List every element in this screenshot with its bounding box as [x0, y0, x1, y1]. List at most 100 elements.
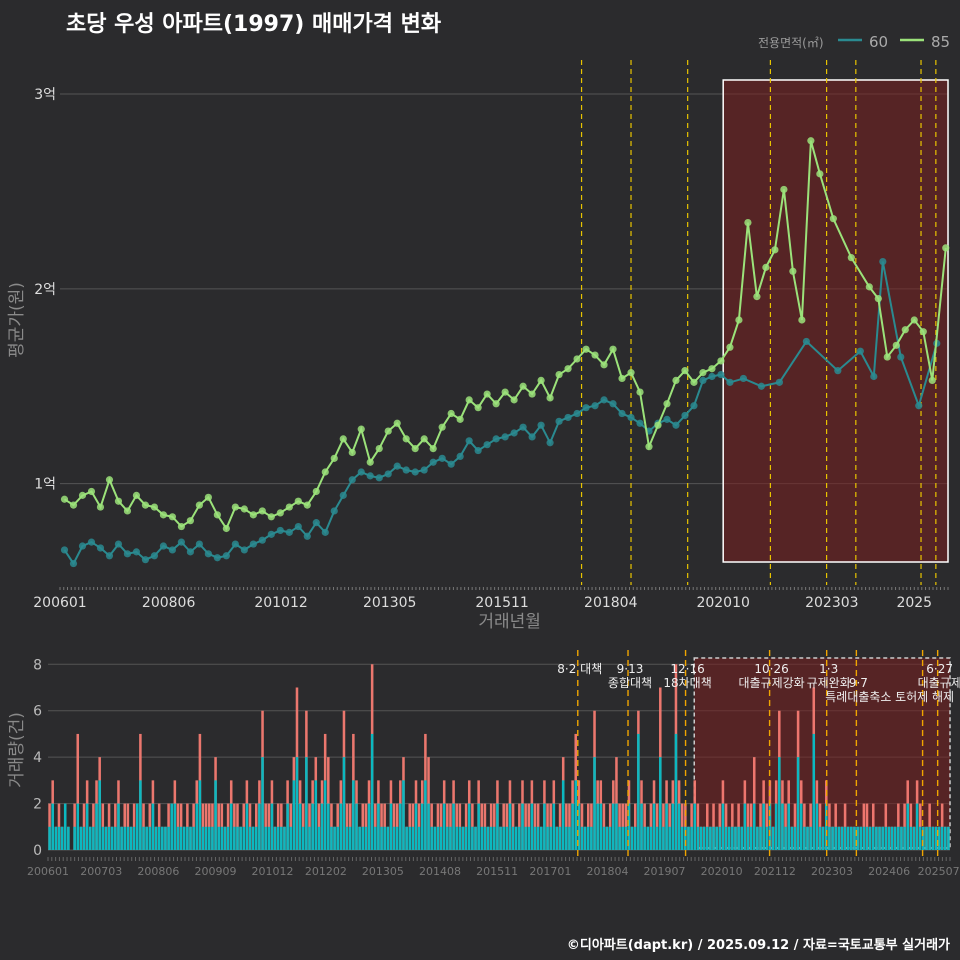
- bar-x-tick-label: 202507: [918, 865, 960, 878]
- data-point-60: [915, 402, 923, 410]
- bar-85: [643, 826, 646, 850]
- bar-85: [342, 757, 346, 850]
- bar-85: [687, 826, 690, 850]
- bar-85: [298, 803, 302, 850]
- bar-85: [599, 803, 603, 850]
- x-tick-label: 200601: [33, 595, 86, 611]
- bar-85: [452, 803, 455, 850]
- data-point-60: [483, 441, 491, 449]
- bar-85: [195, 803, 199, 850]
- bar-85: [762, 803, 765, 850]
- bar-85: [164, 826, 167, 850]
- data-point-85: [366, 458, 374, 466]
- bar-85: [411, 826, 415, 850]
- x-tick-label: 201305: [363, 595, 416, 611]
- data-point-60: [739, 374, 748, 383]
- data-point-60: [618, 409, 626, 418]
- policy-label: 9·7: [849, 676, 868, 690]
- bar-85: [79, 826, 83, 850]
- bar-85: [236, 826, 239, 850]
- data-point-60: [447, 460, 455, 468]
- bar-85: [182, 826, 186, 850]
- data-point-60: [312, 519, 320, 527]
- data-point-85: [816, 170, 824, 178]
- data-point-60: [681, 411, 689, 420]
- bar-85: [583, 826, 587, 850]
- bar-85: [893, 826, 897, 850]
- data-point-85: [591, 351, 599, 359]
- data-point-60: [276, 526, 284, 535]
- bar-85: [872, 826, 875, 850]
- data-point-85: [303, 501, 311, 509]
- data-point-60: [870, 372, 878, 381]
- bar-85: [223, 826, 227, 850]
- bar-85: [179, 826, 183, 850]
- bar-85: [364, 826, 368, 850]
- bar-y-tick-label: 6: [33, 704, 42, 720]
- bar-85: [818, 826, 822, 850]
- bar-85: [571, 803, 574, 850]
- data-point-85: [87, 487, 96, 496]
- bar-x-tick-label: 202010: [701, 865, 743, 878]
- bar-85: [436, 826, 440, 850]
- data-point-60: [582, 404, 590, 412]
- bar-85: [142, 826, 145, 850]
- data-point-85: [411, 445, 419, 453]
- data-point-60: [456, 452, 464, 460]
- bar-85: [853, 826, 856, 850]
- data-point-60: [177, 538, 185, 546]
- data-point-85: [645, 443, 653, 451]
- data-point-60: [757, 382, 766, 390]
- policy-label: 9·13: [617, 662, 644, 676]
- bar-85: [220, 826, 224, 850]
- data-point-85: [222, 524, 230, 533]
- data-point-85: [330, 454, 338, 462]
- bar-85: [793, 826, 797, 850]
- bar-85: [352, 780, 355, 850]
- data-point-60: [132, 548, 141, 556]
- bar-85: [530, 803, 534, 850]
- data-point-85: [213, 511, 221, 519]
- x-axis-title: 거래년월: [478, 612, 541, 632]
- bar-85: [151, 803, 155, 850]
- data-point-85: [654, 421, 662, 429]
- bar-85: [477, 803, 480, 850]
- data-point-85: [928, 376, 936, 385]
- bar-85: [464, 826, 468, 850]
- bar-85: [558, 826, 562, 850]
- bar-x-tick-label: 201408: [419, 865, 461, 878]
- bar-85: [759, 826, 762, 850]
- data-point-85: [186, 517, 194, 525]
- bar-85: [715, 826, 718, 850]
- bar-85: [167, 826, 170, 850]
- bar-85: [799, 803, 803, 850]
- bar-85: [192, 826, 195, 850]
- bar-85: [752, 803, 756, 850]
- bar-85: [217, 826, 220, 850]
- bar-85: [176, 826, 180, 850]
- data-point-60: [429, 458, 437, 466]
- data-point-85: [204, 493, 212, 501]
- data-point-85: [123, 507, 132, 515]
- bar-85: [671, 803, 675, 850]
- bar-85: [424, 780, 427, 850]
- bar-85: [245, 803, 249, 850]
- bar-85: [862, 826, 866, 850]
- bar-85: [806, 826, 809, 850]
- bar-85: [101, 826, 105, 850]
- data-point-85: [159, 511, 168, 519]
- bar-85: [884, 826, 888, 850]
- policy-label: 10·26: [754, 662, 788, 676]
- bar-85: [295, 757, 299, 850]
- bar-85: [189, 826, 192, 850]
- data-point-85: [847, 254, 855, 262]
- bar-85: [126, 826, 130, 850]
- data-point-60: [510, 429, 518, 437]
- bar-85: [718, 826, 722, 850]
- data-point-60: [636, 419, 644, 427]
- bar-85: [843, 826, 847, 850]
- bar-85: [330, 826, 333, 850]
- data-point-85: [285, 503, 293, 511]
- bar-85: [527, 826, 531, 850]
- data-point-60: [348, 476, 356, 484]
